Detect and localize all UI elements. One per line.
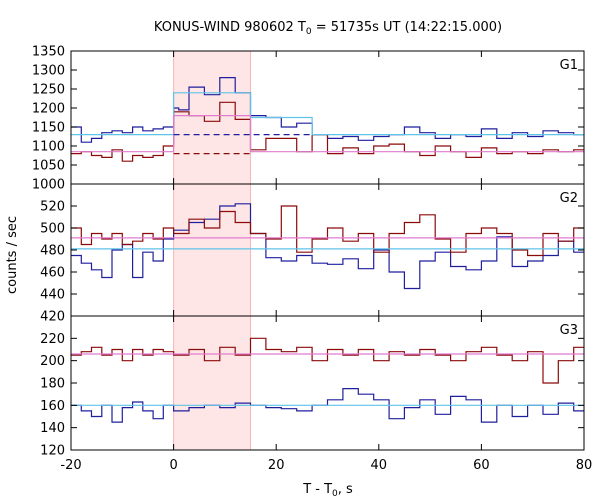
x-tick-label: 60 bbox=[473, 458, 490, 473]
panel-frame bbox=[70, 50, 585, 185]
y-tick-label: 460 bbox=[40, 266, 65, 281]
panel-label: G2 bbox=[560, 191, 578, 206]
y-tick-label: 1050 bbox=[32, 159, 65, 174]
x-tick-label: 40 bbox=[371, 458, 388, 473]
y-tick-label: 520 bbox=[40, 200, 65, 215]
y-tick-label: 180 bbox=[40, 377, 65, 392]
x-axis-label: T - T0, s bbox=[302, 482, 353, 499]
panel-frame bbox=[70, 183, 585, 317]
series-blue-0 bbox=[71, 388, 584, 423]
x-tick-label: 80 bbox=[576, 458, 593, 473]
y-tick-label: 140 bbox=[40, 421, 65, 436]
y-tick-label: 440 bbox=[40, 288, 65, 303]
y-tick-label: 1100 bbox=[32, 140, 65, 155]
series-red-1 bbox=[71, 101, 584, 162]
y-tick-label: 220 bbox=[40, 332, 65, 347]
y-tick-label: 120 bbox=[40, 444, 65, 459]
panel-g2: 420 440 460 480 500 520 G2 bbox=[40, 183, 585, 325]
series-blue-0 bbox=[71, 203, 584, 290]
highlight-interval bbox=[173, 51, 251, 184]
x-tick-label: -20 bbox=[60, 458, 81, 473]
y-tick-label: 1200 bbox=[32, 102, 65, 117]
series-blue-0 bbox=[71, 77, 584, 143]
y-tick-label: 1000 bbox=[32, 178, 65, 193]
y-tick-label: 1350 bbox=[32, 45, 65, 60]
y-tick-label: 1300 bbox=[32, 64, 65, 79]
panel-g1: 1000 1050 1100 1150 1200 1250 1300 1350 G1 bbox=[32, 45, 585, 193]
series-red-1 bbox=[71, 337, 584, 384]
y-tick-label: 480 bbox=[40, 244, 65, 259]
x-tick-label: 0 bbox=[169, 458, 177, 473]
x-tick-label: 20 bbox=[268, 458, 285, 473]
y-tick-label: 1250 bbox=[32, 83, 65, 98]
y-tick-label: 1150 bbox=[32, 121, 65, 136]
panel-label: G1 bbox=[560, 58, 578, 73]
series-light_blue-2 bbox=[71, 92, 584, 136]
y-tick-label: 500 bbox=[40, 222, 65, 237]
panel-frame bbox=[70, 315, 585, 451]
y-tick-label: 160 bbox=[40, 399, 65, 414]
y-tick-label: 420 bbox=[40, 310, 65, 325]
series-pink-3 bbox=[71, 115, 584, 153]
highlight-interval bbox=[173, 316, 251, 450]
plot-area: 10001050110011501200125013001350G1420440… bbox=[32, 45, 592, 474]
y-tick-label: 200 bbox=[40, 354, 65, 369]
panel-label: G3 bbox=[560, 323, 578, 338]
chart-title: KONUS-WIND 980602 T0 = 51735s UT (14:22:… bbox=[154, 20, 502, 37]
series-red-1 bbox=[71, 205, 584, 257]
y-axis-label: counts / sec bbox=[5, 216, 20, 294]
highlight-interval bbox=[173, 184, 251, 316]
panel-g3: 120 140 160 180 200 220 G3 bbox=[40, 315, 585, 459]
